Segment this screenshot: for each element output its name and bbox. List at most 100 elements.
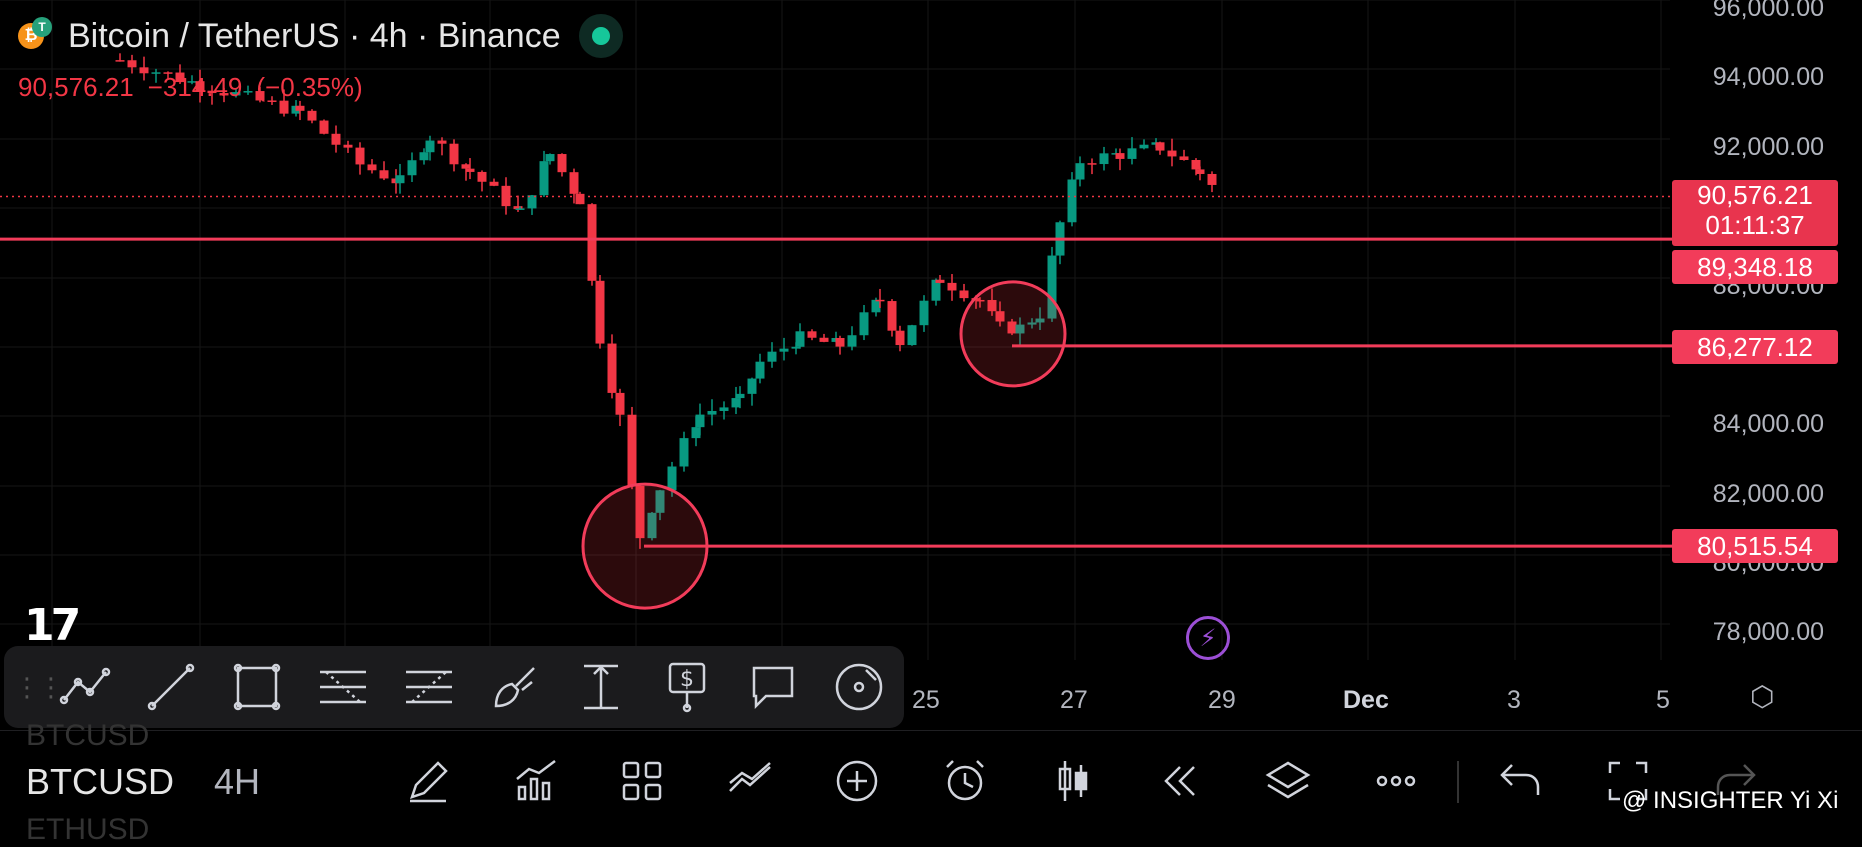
candle-body <box>1075 163 1085 180</box>
more-tools-icon[interactable] <box>816 646 902 728</box>
candle-body <box>807 331 817 338</box>
level-label-1[interactable]: 89,348.18 <box>1672 250 1838 284</box>
candle-body <box>595 280 605 344</box>
candle-body <box>691 427 701 439</box>
candle-body <box>987 300 997 312</box>
candle-body <box>1207 173 1217 185</box>
brush-tool-icon[interactable] <box>472 646 558 728</box>
lightning-icon[interactable]: ⚡ <box>1186 616 1230 660</box>
interval-button[interactable]: 4H <box>214 761 261 802</box>
candle-body <box>627 414 637 486</box>
line-tool-icon[interactable] <box>128 646 214 728</box>
redo-icon[interactable] <box>1706 753 1766 809</box>
candle-body <box>835 337 845 347</box>
candle-body <box>545 154 555 162</box>
chart-settings-icon[interactable]: ⬡ <box>1750 681 1775 712</box>
symbol-header[interactable]: ₿ T Bitcoin / TetherUS · 4h · Binance <box>18 14 623 58</box>
layers-icon[interactable] <box>1258 753 1318 809</box>
candle-body <box>959 290 969 299</box>
symbol-list-prev[interactable]: BTCUSD <box>26 719 150 752</box>
candle-body <box>407 160 417 176</box>
bar-countdown: 01:11:37 <box>1705 210 1805 240</box>
candle-body <box>667 466 677 491</box>
symbol-title[interactable]: Bitcoin / TetherUS · 4h · Binance <box>68 16 561 55</box>
candle-body <box>219 93 229 96</box>
candle-body <box>1139 144 1149 149</box>
price-tick: 82,000.00 <box>1712 480 1824 508</box>
trend-line-tool-icon[interactable] <box>42 646 128 728</box>
price-tick: 96,000.00 <box>1712 0 1824 22</box>
candle-body <box>695 414 705 428</box>
candle-body <box>1099 153 1109 165</box>
candle-body <box>887 301 897 331</box>
price-tick: 78,000.00 <box>1712 618 1824 646</box>
drag-handle-icon[interactable]: ⋮⋮ <box>14 671 64 702</box>
callout-tool-icon[interactable] <box>730 646 816 728</box>
drawing-tools-icon[interactable] <box>398 753 458 809</box>
last-price: 90,576.21 <box>18 72 134 102</box>
candle-body <box>947 282 957 291</box>
symbol-button[interactable]: BTCUSD <box>26 761 175 802</box>
fullscreen-icon[interactable] <box>1598 753 1658 809</box>
candle-body <box>437 140 447 144</box>
candle-body <box>635 485 645 539</box>
candle-body <box>795 331 805 347</box>
candle-body <box>461 164 471 169</box>
candle-body <box>307 110 317 121</box>
price-summary: 90,576.21 −314.49 (−0.35%) <box>18 72 377 103</box>
candle-body <box>859 312 869 336</box>
candle-body <box>395 175 405 184</box>
candles-icon[interactable] <box>1043 753 1103 809</box>
candle-body <box>1167 150 1177 157</box>
tether-glyph: T <box>38 20 46 34</box>
chart-area[interactable]: ₿ T Bitcoin / TetherUS · 4h · Binance 90… <box>0 0 1862 730</box>
candlestick-chart[interactable] <box>0 0 1862 730</box>
bottom-bar: BTCUSD BTCUSD ETHUSD 4H @ INSIGHTER Yi X… <box>0 719 1862 846</box>
candle-body <box>747 378 757 394</box>
candle-body <box>557 154 567 173</box>
candle-body <box>1027 322 1037 325</box>
time-tick: 25 <box>912 686 940 714</box>
candle-body <box>295 105 305 111</box>
symbol-list-next[interactable]: ETHUSD <box>26 813 150 846</box>
candle-body <box>995 311 1005 322</box>
candle-body <box>1155 142 1165 151</box>
indicators-icon[interactable] <box>505 753 565 809</box>
level-label-3[interactable]: 80,515.54 <box>1672 529 1838 563</box>
candle-body <box>115 60 125 62</box>
undo-icon[interactable] <box>1490 753 1550 809</box>
candle-body <box>719 407 729 411</box>
tether-icon: T <box>32 17 52 37</box>
candle-body <box>379 170 389 179</box>
candle-body <box>755 361 765 379</box>
add-icon[interactable] <box>827 753 887 809</box>
tradingview-logo[interactable]: 17 <box>24 600 81 651</box>
candle-body <box>615 392 625 415</box>
price-label-tool-icon[interactable]: $ <box>644 646 730 728</box>
layouts-icon[interactable] <box>612 753 672 809</box>
fib-retracement-tool-icon[interactable] <box>300 646 386 728</box>
candle-body <box>655 490 665 513</box>
market-open-indicator[interactable] <box>578 14 623 58</box>
status-dot <box>591 27 610 45</box>
candle-body <box>907 325 917 346</box>
measure-tool-icon[interactable] <box>558 646 644 728</box>
rectangle-tool-icon[interactable] <box>214 646 300 728</box>
time-tick: 3 <box>1507 686 1521 714</box>
candle-body <box>647 512 657 539</box>
candle-body <box>1115 153 1125 159</box>
time-tick: 5 <box>1656 686 1670 714</box>
compare-icon[interactable] <box>720 753 780 809</box>
level-label-2[interactable]: 86,277.12 <box>1672 330 1838 364</box>
price-tick: 94,000.00 <box>1712 63 1824 91</box>
more-icon[interactable] <box>1366 753 1426 809</box>
price-tick: 84,000.00 <box>1712 410 1824 438</box>
current-price: 90,576.21 <box>1697 180 1813 210</box>
alarm-icon[interactable] <box>935 753 995 809</box>
pitchfork-tool-icon[interactable] <box>386 646 472 728</box>
candle-body <box>935 279 945 283</box>
candle-body <box>1127 148 1137 159</box>
replay-icon[interactable] <box>1150 753 1210 809</box>
candle-body <box>875 299 885 302</box>
watermark: @ INSIGHTER Yi Xi <box>1622 787 1839 814</box>
